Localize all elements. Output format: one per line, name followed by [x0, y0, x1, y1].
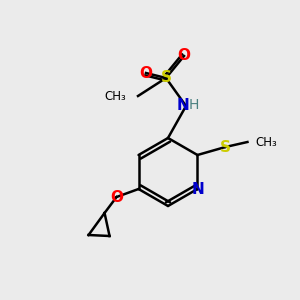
- Text: S: S: [220, 140, 231, 154]
- Text: O: O: [110, 190, 123, 205]
- Text: S: S: [160, 70, 172, 86]
- Text: H: H: [189, 98, 199, 112]
- Text: CH₃: CH₃: [104, 89, 126, 103]
- Text: CH₃: CH₃: [255, 136, 277, 148]
- Text: O: O: [140, 65, 152, 80]
- Text: N: N: [192, 182, 205, 196]
- Text: O: O: [178, 49, 190, 64]
- Text: N: N: [177, 98, 189, 112]
